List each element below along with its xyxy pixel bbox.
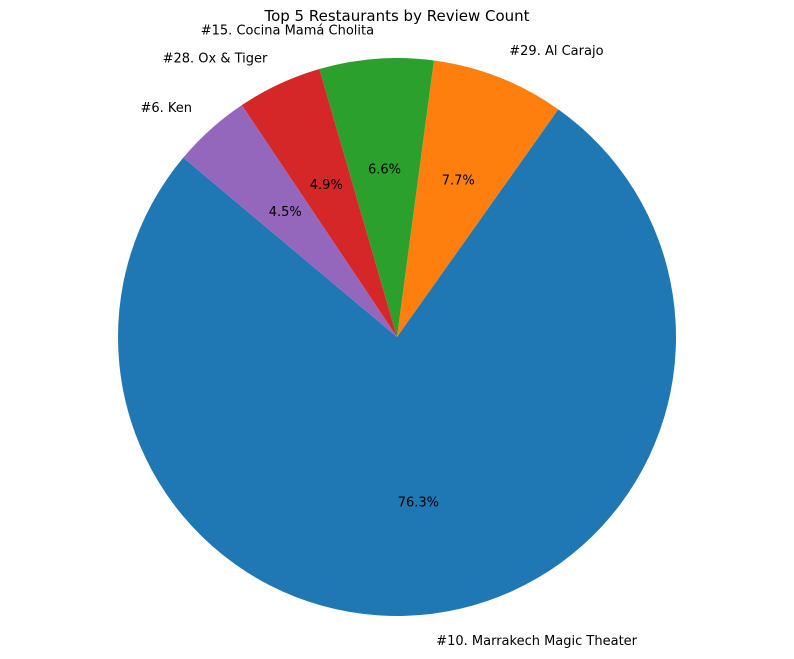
slice-percent-label: 4.5% — [269, 205, 302, 220]
slice-label: #29. Al Carajo — [509, 44, 603, 59]
slice-label: #10. Marrakech Magic Theater — [436, 634, 637, 649]
chart-title: Top 5 Restaurants by Review Count — [263, 7, 529, 25]
pie-labels: #10. Marrakech Magic Theater 76.3% #29. Al… — [140, 23, 637, 648]
pie-slice — [183, 105, 397, 337]
pie-slice — [241, 69, 397, 337]
slice-label: #28. Ox & Tiger — [163, 51, 268, 66]
pie-slice — [397, 60, 559, 337]
pie-slices — [117, 57, 676, 617]
slice-percent-label: 7.7% — [442, 174, 475, 189]
slice-percent-label: 6.6% — [368, 163, 401, 178]
pie-slice — [117, 109, 676, 617]
slice-percent-label: 4.9% — [310, 178, 343, 193]
pie-slice — [319, 57, 434, 337]
slice-label: #15. Cocina Mamá Cholita — [201, 23, 374, 38]
slice-label: #6. Ken — [140, 101, 192, 116]
slice-percent-label: 76.3% — [398, 496, 439, 511]
